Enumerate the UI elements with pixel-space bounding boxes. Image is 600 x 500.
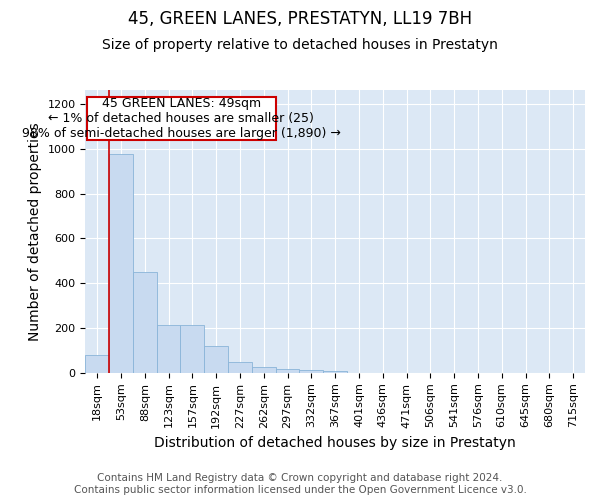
Y-axis label: Number of detached properties: Number of detached properties	[28, 122, 42, 341]
Text: Size of property relative to detached houses in Prestatyn: Size of property relative to detached ho…	[102, 38, 498, 52]
Text: 45 GREEN LANES: 49sqm
← 1% of detached houses are smaller (25)
98% of semi-detac: 45 GREEN LANES: 49sqm ← 1% of detached h…	[22, 97, 341, 140]
Bar	[228, 362, 252, 373]
Bar	[275, 369, 299, 373]
Bar	[181, 324, 204, 373]
Bar	[157, 324, 181, 373]
Bar	[252, 367, 275, 373]
Bar	[109, 154, 133, 373]
Text: 45, GREEN LANES, PRESTATYN, LL19 7BH: 45, GREEN LANES, PRESTATYN, LL19 7BH	[128, 10, 472, 28]
Bar	[85, 355, 109, 373]
Bar	[299, 370, 323, 373]
X-axis label: Distribution of detached houses by size in Prestatyn: Distribution of detached houses by size …	[154, 436, 516, 450]
Bar	[204, 346, 228, 373]
Bar	[133, 272, 157, 373]
Text: Contains HM Land Registry data © Crown copyright and database right 2024.
Contai: Contains HM Land Registry data © Crown c…	[74, 474, 526, 495]
FancyBboxPatch shape	[86, 97, 275, 140]
Bar	[323, 370, 347, 373]
